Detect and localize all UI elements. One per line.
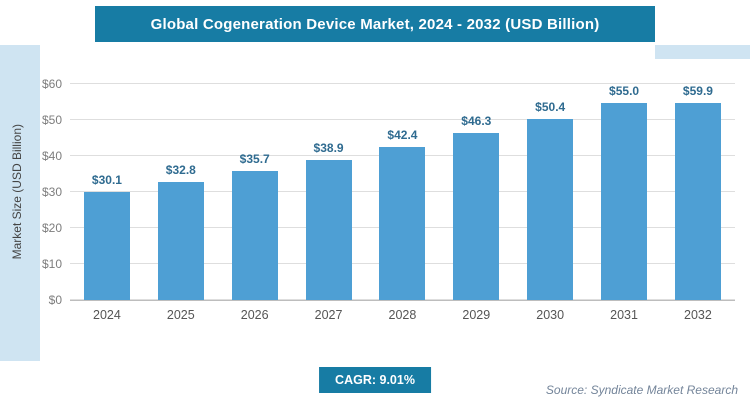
- x-axis-label: 2030: [536, 308, 565, 322]
- x-axis-label: 2025: [166, 308, 195, 322]
- y-tick-label: $30: [41, 185, 62, 199]
- y-tick-label: $0: [48, 293, 62, 307]
- y-tick-label: $40: [41, 149, 62, 163]
- bar-column: $32.8: [155, 84, 207, 300]
- bar: [527, 118, 574, 300]
- bar: [379, 147, 426, 300]
- bar-value-label: $30.1: [91, 172, 122, 187]
- y-tick-label: $60: [41, 77, 62, 91]
- plot-area: $30.1 $32.8 $35.7 $38.9 $42.4 $46.3 $50.4 $55.0…: [70, 83, 735, 301]
- bar-column: $42.4: [376, 84, 428, 300]
- bar: [83, 191, 130, 300]
- y-tick-label: $10: [41, 257, 62, 271]
- bar-value-label: $50.4: [535, 99, 566, 114]
- y-axis-title: Market Size (USD Billion): [10, 124, 24, 260]
- source-attribution: Source: Syndicate Market Research: [545, 383, 738, 397]
- y-axis-ticks: $0 $10 $20 $30 $40 $50 $60: [28, 77, 66, 307]
- bar: [231, 171, 278, 300]
- bar: [453, 133, 500, 300]
- chart-title: Global Cogeneration Device Market, 2024 …: [95, 6, 655, 42]
- bar-column: $55.0: [598, 84, 650, 300]
- bar-value-label: $46.3: [461, 114, 492, 129]
- accent-strip-top-right: [655, 45, 750, 59]
- bar-series: $30.1 $32.8 $35.7 $38.9 $42.4 $46.3 $50.4 $55.0…: [70, 84, 735, 300]
- bar-value-label: $42.4: [387, 128, 418, 143]
- x-axis-label: 2027: [314, 308, 343, 322]
- bar-value-label: $59.9: [682, 84, 713, 98]
- bar-column: $38.9: [303, 84, 355, 300]
- bar-column: $35.7: [229, 84, 281, 300]
- x-axis-label: 2029: [462, 308, 491, 322]
- bar-value-label: $38.9: [313, 140, 344, 155]
- cagr-badge: CAGR: 9.01%: [319, 367, 431, 393]
- x-axis-labels: 2024 2025 2026 2027 2028 2029 2030 2031 2032: [70, 308, 735, 322]
- bar: [305, 159, 352, 300]
- y-tick-label: $50: [41, 113, 62, 127]
- bar-value-label: $55.0: [609, 84, 640, 98]
- bar-column: $46.3: [450, 84, 502, 300]
- x-axis-label: 2024: [93, 308, 121, 322]
- bar: [157, 181, 204, 300]
- x-axis-label: 2032: [684, 308, 712, 322]
- bar-value-label: $35.7: [239, 152, 270, 167]
- bar-column: $50.4: [524, 84, 576, 300]
- x-axis-label: 2031: [610, 308, 638, 322]
- bar-value-label: $32.8: [165, 162, 196, 177]
- accent-strip-left: [0, 45, 40, 361]
- y-tick-label: $20: [41, 221, 62, 235]
- bar: [601, 103, 648, 300]
- bar-column: $59.9: [672, 84, 724, 300]
- gridline: [70, 83, 735, 84]
- gridline: [70, 119, 735, 120]
- bar-column: $30.1: [81, 84, 133, 300]
- x-axis-label: 2028: [388, 308, 417, 322]
- bar: [674, 103, 721, 300]
- x-axis-label: 2026: [240, 308, 269, 322]
